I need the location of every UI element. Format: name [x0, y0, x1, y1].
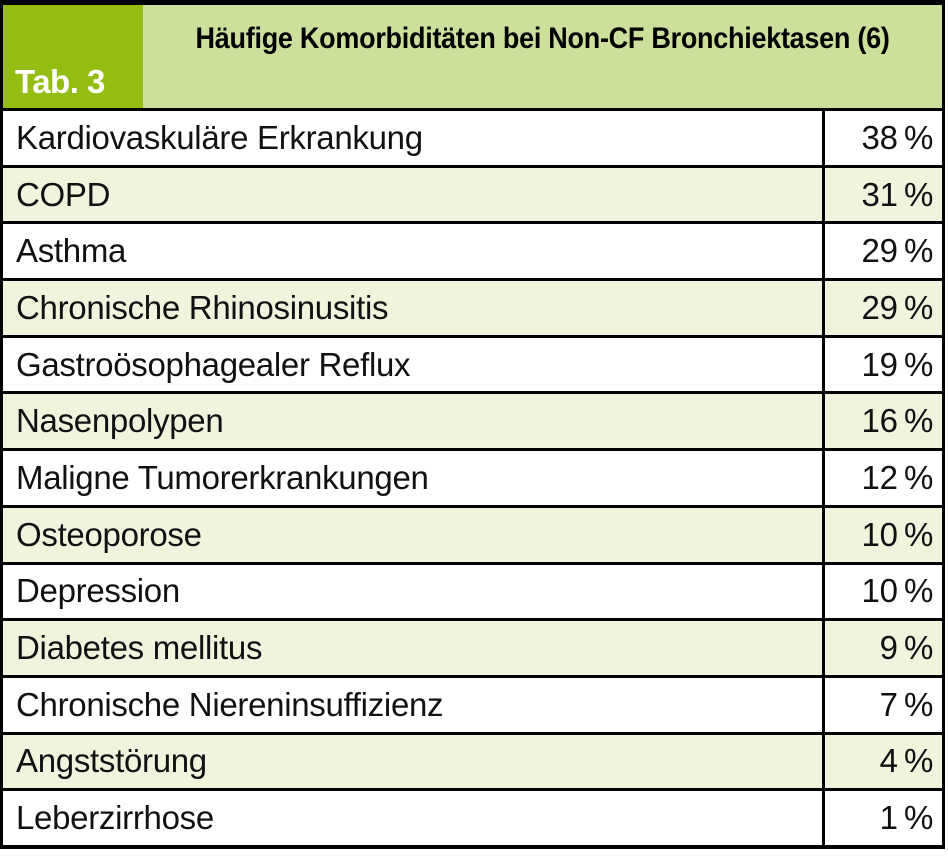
row-value: 10 %	[822, 507, 942, 562]
table-row: Chronische Niereninsuffizienz 7 %	[3, 674, 942, 732]
row-value: 1 %	[822, 791, 942, 845]
row-value: 19 %	[822, 337, 942, 392]
row-label: Chronische Rhinosinusitis	[16, 288, 389, 326]
row-label: Nasenpolypen	[16, 402, 224, 440]
table-row: Depression 10 %	[3, 561, 942, 619]
table-row: Angststörung 4 %	[3, 731, 942, 789]
row-value: 38 %	[822, 111, 942, 165]
row-value: 9 %	[822, 621, 942, 675]
row-value: 12 %	[822, 451, 942, 505]
table-row: Leberzirrhose 1 %	[3, 788, 942, 845]
row-label: Maligne Tumorerkrankungen	[16, 458, 429, 496]
row-label: Leberzirrhose	[16, 799, 214, 837]
row-label: Diabetes mellitus	[16, 629, 263, 667]
table-header: Tab. 3 Häufige Komorbiditäten bei Non-CF…	[3, 5, 942, 108]
table-row: Diabetes mellitus 9 %	[3, 618, 942, 675]
row-value: 31 %	[822, 167, 942, 222]
table-row: Chronische Rhinosinusitis 29 %	[3, 278, 942, 335]
table-row: Maligne Tumorerkrankungen 12 %	[3, 448, 942, 505]
table-body: Kardiovaskuläre Erkrankung 38 % COPD 31 …	[3, 108, 942, 845]
table-row: Asthma 29 %	[3, 221, 942, 279]
row-label: Asthma	[16, 232, 127, 270]
row-value: 16 %	[822, 394, 942, 449]
row-label: COPD	[16, 175, 111, 213]
row-value: 29 %	[822, 281, 942, 335]
table-row: Gastroösophagealer Reflux 19 %	[3, 334, 942, 392]
row-label: Gastroösophagealer Reflux	[16, 345, 411, 383]
row-value: 10 %	[822, 564, 942, 619]
row-value: 4 %	[822, 734, 942, 789]
table-row: COPD 31 %	[3, 164, 942, 222]
table-title-cell: Häufige Komorbiditäten bei Non-CF Bronch…	[143, 5, 942, 108]
table-row: Kardiovaskuläre Erkrankung 38 %	[3, 108, 942, 165]
row-value: 7 %	[822, 677, 942, 732]
row-label: Chronische Niereninsuffizienz	[16, 685, 444, 723]
tab-label: Tab. 3	[15, 63, 105, 100]
row-label: Osteoporose	[16, 515, 202, 553]
row-label: Angststörung	[16, 742, 207, 780]
row-value: 29 %	[822, 224, 942, 279]
comorbidity-table: Tab. 3 Häufige Komorbiditäten bei Non-CF…	[0, 0, 945, 849]
table-title: Häufige Komorbiditäten bei Non-CF Bronch…	[195, 22, 890, 55]
row-label: Kardiovaskuläre Erkrankung	[16, 118, 423, 156]
row-label: Depression	[16, 572, 180, 610]
table-row: Osteoporose 10 %	[3, 504, 942, 562]
tab-badge: Tab. 3	[3, 5, 143, 108]
table-row: Nasenpolypen 16 %	[3, 391, 942, 449]
